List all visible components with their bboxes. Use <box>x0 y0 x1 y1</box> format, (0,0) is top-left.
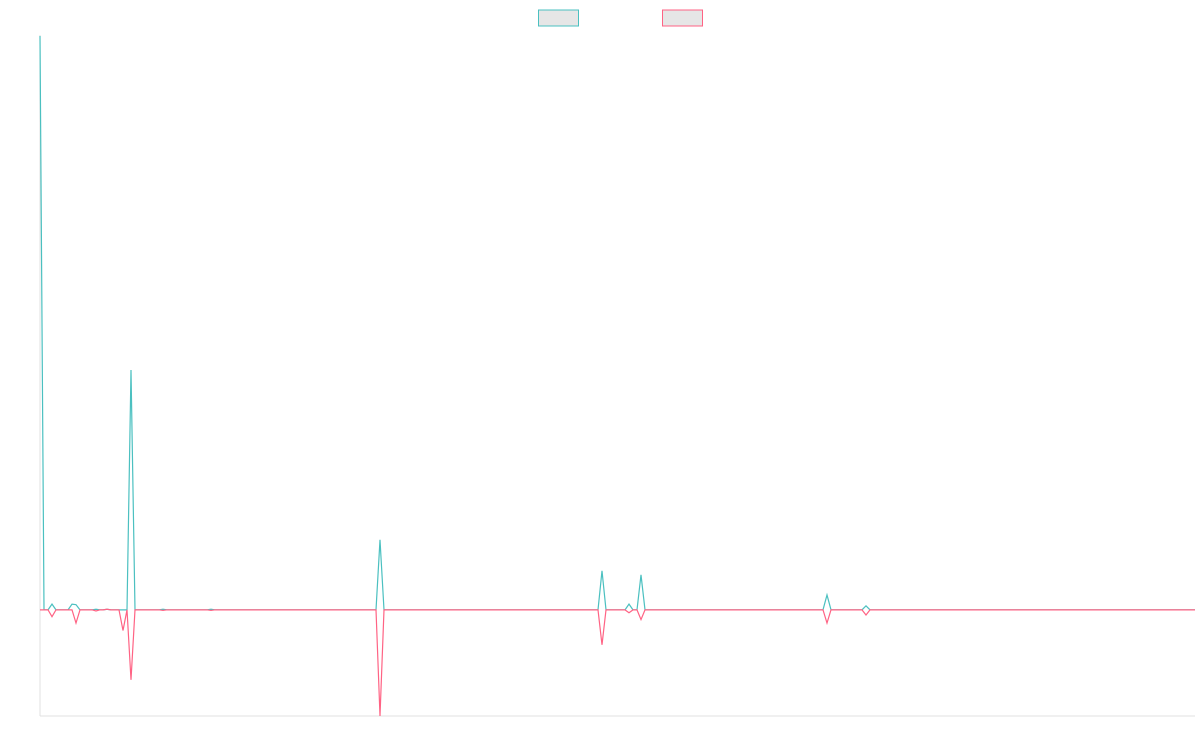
legend-swatch <box>662 9 703 27</box>
series-line <box>40 608 1195 717</box>
series-line <box>39 35 1195 611</box>
legend-swatch <box>538 9 579 27</box>
